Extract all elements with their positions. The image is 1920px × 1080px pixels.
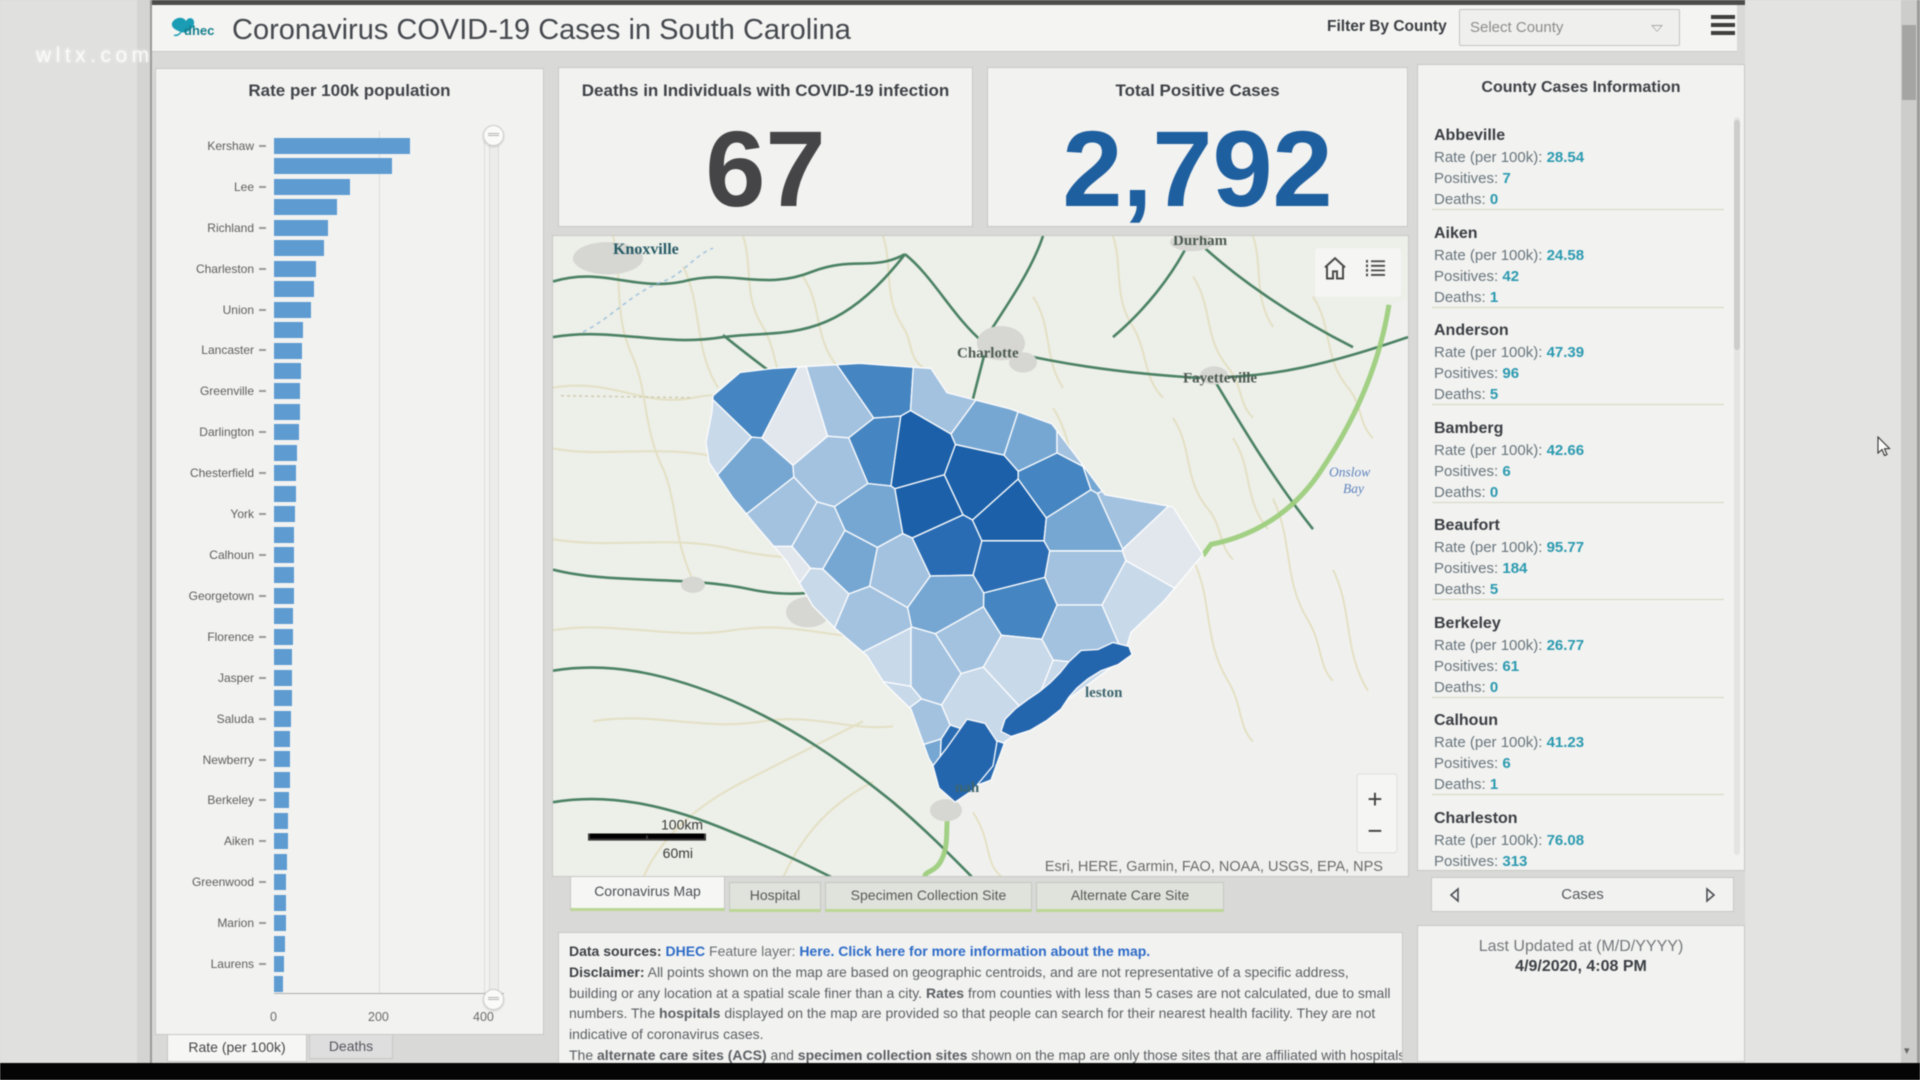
svg-text:Knoxville: Knoxville — [613, 241, 679, 258]
svg-text:Esri, HERE, Garmin, FAO, NOAA,: Esri, HERE, Garmin, FAO, NOAA, USGS, EPA… — [1045, 859, 1383, 875]
svg-text:Bay: Bay — [1343, 481, 1365, 496]
svg-text:Fayetteville: Fayetteville — [1183, 371, 1257, 387]
svg-text:nah: nah — [955, 780, 980, 796]
svg-text:Onslow: Onslow — [1329, 465, 1370, 480]
svg-text:60mi: 60mi — [663, 845, 693, 861]
svg-text:+: + — [1367, 784, 1382, 814]
svg-text:Charlotte: Charlotte — [957, 345, 1019, 361]
svg-text:100km: 100km — [661, 816, 703, 832]
svg-text:−: − — [1367, 815, 1382, 845]
svg-text:leston: leston — [1085, 685, 1123, 701]
svg-text:dhec: dhec — [184, 23, 214, 38]
svg-text:Durham: Durham — [1173, 236, 1228, 249]
